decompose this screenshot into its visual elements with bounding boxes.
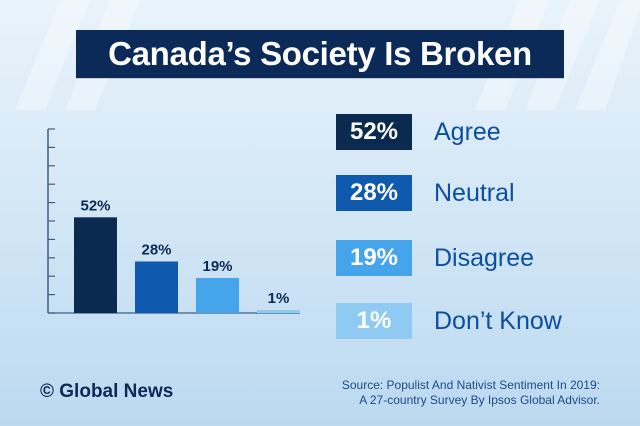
- bar-neutral: [135, 261, 178, 313]
- legend-swatch: 28%: [336, 175, 412, 211]
- bar-value-label: 1%: [268, 290, 290, 307]
- legend-label: Disagree: [434, 243, 535, 272]
- chart-title: Canada’s Society Is Broken: [108, 35, 532, 72]
- source-line: A 27-country Survey By Ipsos Global Advi…: [359, 393, 600, 407]
- legend-label: Don’t Know: [434, 306, 562, 335]
- brand-logo: © Global News: [40, 381, 174, 402]
- bar-value-label: 52%: [80, 197, 110, 214]
- legend-swatch: 19%: [336, 240, 412, 276]
- legend-item-agree: 52% Agree: [336, 114, 501, 150]
- bar-value-label: 28%: [141, 241, 171, 258]
- bar-value-label: 19%: [202, 258, 232, 275]
- legend-item-neutral: 28% Neutral: [336, 175, 515, 211]
- bar-disagree: [196, 278, 239, 313]
- source-line: Source: Populist And Nativist Sentiment …: [341, 378, 600, 392]
- legend-item-dont-know: 1% Don’t Know: [336, 303, 562, 339]
- legend-label: Agree: [434, 117, 501, 146]
- legend-label: Neutral: [434, 178, 515, 207]
- bar-agree: [74, 217, 117, 313]
- bar-don-t-know: [257, 310, 300, 313]
- legend-swatch: 52%: [336, 114, 412, 150]
- legend-item-disagree: 19% Disagree: [336, 240, 534, 276]
- title-banner: Canada’s Society Is Broken: [76, 30, 564, 78]
- source-note: Source: Populist And Nativist Sentiment …: [300, 378, 600, 408]
- legend-swatch: 1%: [336, 303, 412, 339]
